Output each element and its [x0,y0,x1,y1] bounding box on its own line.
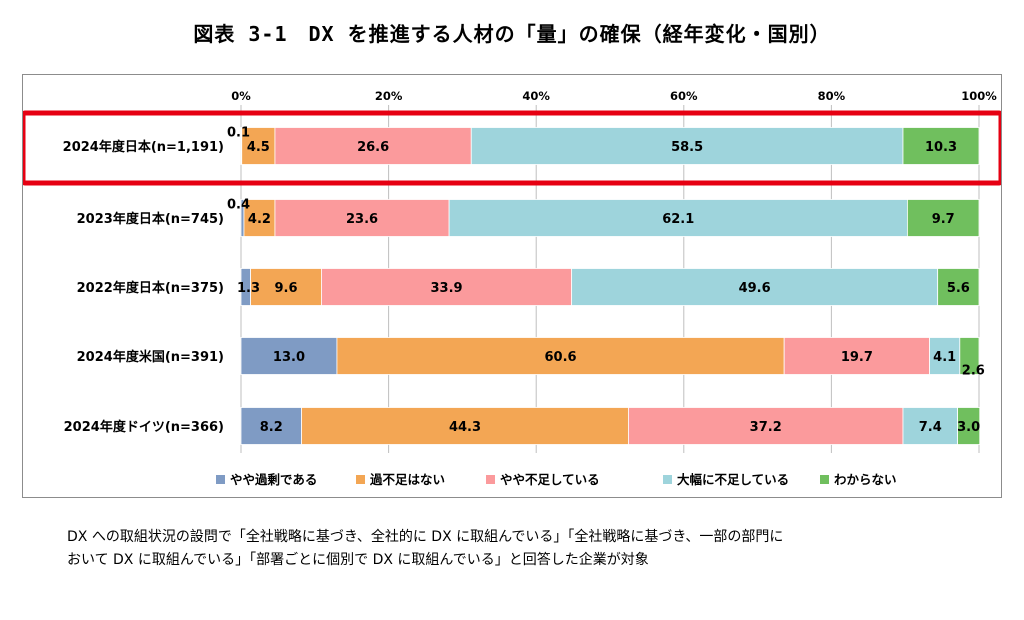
bar-segment [628,407,904,445]
x-tick-label: 40% [522,89,550,103]
data-label: 9.6 [275,281,298,296]
x-tick-label: 20% [375,89,403,103]
bar-segment [336,337,785,375]
bar-segment [957,407,981,445]
data-label: 19.7 [841,350,873,365]
footnote-line: おいて DX に取組んでいる」「部署ごとに個別で DX に取組んでいる」と回答し… [67,552,649,568]
legend-label: やや過剰である [230,472,317,487]
data-label: 49.6 [739,281,771,296]
bar-segment [902,407,958,445]
legend-label: やや不足している [500,472,600,487]
data-label: 26.6 [357,140,389,155]
x-tick-label: 0% [231,89,251,103]
bar-segment [470,127,904,165]
data-label: 60.6 [545,350,577,365]
data-label: 23.6 [346,212,378,227]
legend-label: わからない [834,472,897,487]
legend-label: 大幅に不足している [677,472,789,487]
legend-swatch [820,475,829,484]
data-label: 4.2 [248,212,271,227]
bar-segment [959,337,980,375]
category-label: 2024年度ドイツ(n=366) [64,419,224,435]
bar-segment [274,127,472,165]
bar-segment [937,268,980,306]
data-label: 4.5 [247,140,270,155]
data-label: 0.4 [227,198,250,213]
footnote-line: DX への取組状況の設問で「全社戦略に基づき、全社的に DX に取組んでいる」「… [67,529,784,545]
highlight-box [23,110,1001,186]
bar-segment [783,337,930,375]
x-tick-label: 80% [818,89,846,103]
bar-segment [902,127,980,165]
chart-title: 図表 3-1 DX を推進する人材の「量」の確保（経年変化・国別） [193,22,831,46]
legend-swatch [663,475,672,484]
data-label: 3.0 [957,420,980,435]
bar-segment [240,337,338,375]
chart-footnote: DX への取組状況の設問で「全社戦略に基づき、全社的に DX に取組んでいる」「… [67,526,1007,572]
data-label: 1.3 [237,281,260,296]
legend-swatch [356,475,365,484]
bar-segment [240,407,302,445]
data-label: 0.1 [227,126,250,141]
x-tick-label: 100% [961,89,997,103]
legend-label: 過不足はない [369,472,445,487]
bar-segment [250,268,322,306]
data-label: 58.5 [671,140,703,155]
data-label: 9.7 [932,212,955,227]
data-label: 4.1 [933,350,956,365]
category-label: 2022年度日本(n=375) [77,280,224,296]
bar-segment [321,268,573,306]
legend-swatch [216,475,225,484]
data-label: 7.4 [919,420,942,435]
category-label: 2023年度日本(n=745) [77,211,224,227]
data-label: 13.0 [273,350,305,365]
stacked-bar-chart: 0% 20% 40% 60% 80% 100%2024年度日本(n=1,191)0.14.… [23,89,1001,487]
data-label: 2.6 [962,364,985,379]
bar-segment [907,199,980,237]
category-label: 2024年度米国(n=391) [77,349,224,365]
data-label: 37.2 [750,420,782,435]
bar-segment [571,268,939,306]
bar-segment [929,337,961,375]
data-label: 10.3 [925,140,957,155]
x-tick-label: 60% [670,89,698,103]
data-label: 62.1 [662,212,694,227]
category-label: 2024年度日本(n=1,191) [63,139,224,155]
chart-area: 0% 20% 40% 60% 80% 100% 2024年度日本(n=1,191) 0.1 4.… [22,74,1002,498]
bar-segment [301,407,629,445]
data-label: 5.6 [947,281,970,296]
data-label: 33.9 [430,281,462,296]
legend-swatch [486,475,495,484]
bar-segment [274,199,450,237]
data-label: 44.3 [449,420,481,435]
data-label: 8.2 [260,420,283,435]
